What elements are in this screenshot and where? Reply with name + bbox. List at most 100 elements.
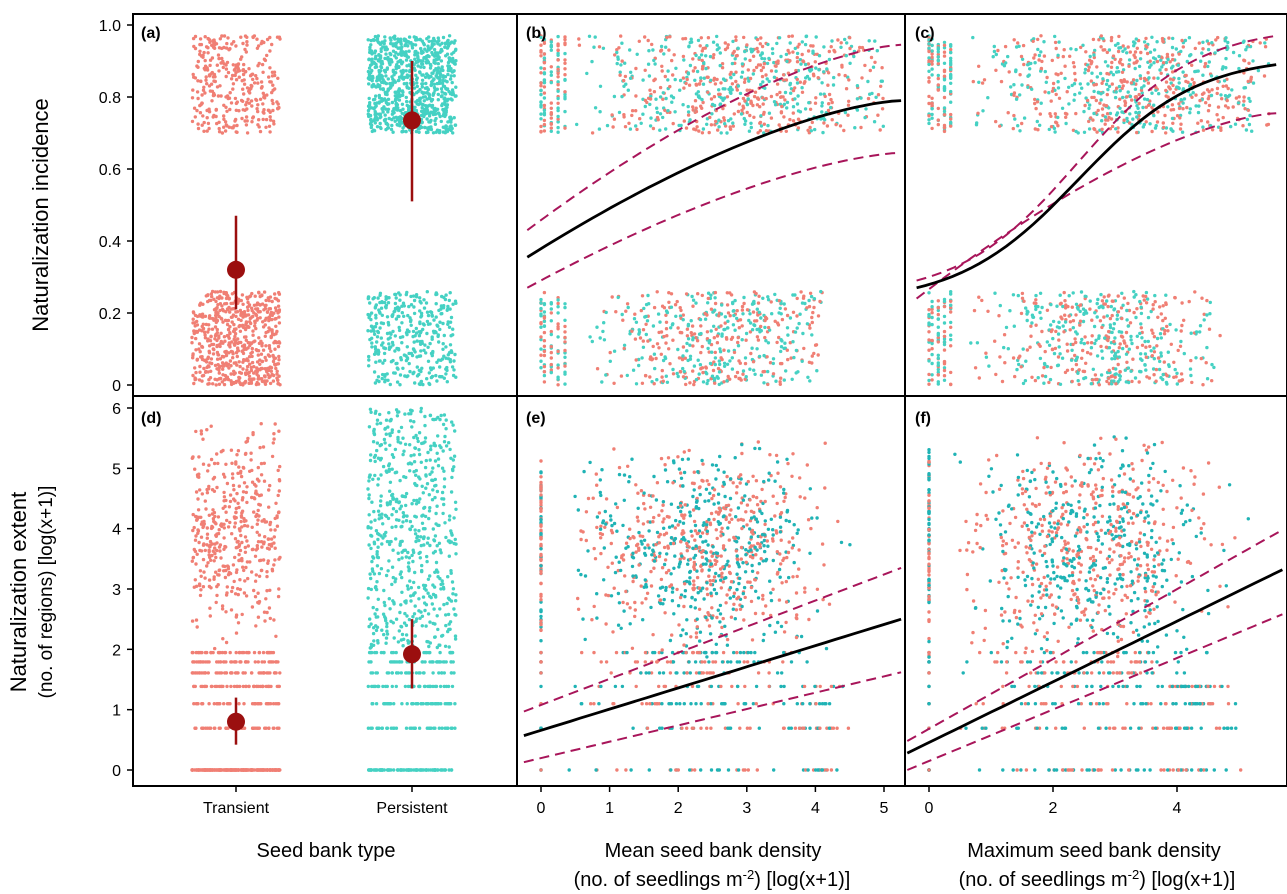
panel-points-b [539, 34, 885, 387]
data-point [394, 42, 398, 46]
data-point [1068, 328, 1072, 332]
data-point [748, 113, 752, 118]
data-point [795, 102, 800, 106]
data-point [385, 126, 390, 130]
data-point [634, 109, 638, 113]
data-point [244, 50, 248, 54]
data-point [791, 119, 796, 123]
data-point [718, 92, 722, 97]
data-point [236, 66, 240, 70]
data-point [681, 318, 685, 322]
data-point [1151, 367, 1156, 371]
data-point [223, 302, 227, 306]
data-point [622, 346, 626, 351]
data-point [788, 41, 792, 45]
data-point [623, 61, 627, 65]
data-point [415, 374, 420, 378]
data-point [237, 109, 241, 113]
data-point [681, 354, 685, 358]
data-point [388, 86, 392, 90]
data-point [878, 128, 882, 132]
data-point [237, 75, 241, 79]
data-point [760, 44, 765, 49]
data-point [271, 373, 276, 378]
data-point [1065, 112, 1069, 116]
data-point [942, 340, 947, 344]
data-point [1043, 69, 1048, 74]
data-point [752, 323, 756, 327]
data-point [442, 97, 446, 101]
data-point [415, 38, 419, 42]
data-point [256, 81, 260, 85]
data-point [200, 357, 205, 362]
data-point [1187, 299, 1191, 304]
data-point [817, 68, 821, 72]
data-point [949, 124, 953, 128]
data-point [539, 129, 543, 134]
data-point [228, 325, 232, 329]
data-point [612, 117, 617, 121]
data-point [431, 112, 436, 117]
data-point [239, 318, 243, 323]
data-point [225, 322, 230, 327]
data-point [378, 116, 382, 120]
data-point [231, 87, 235, 91]
data-point [383, 378, 387, 382]
data-point [706, 378, 710, 383]
data-point [443, 79, 447, 83]
data-point [1029, 61, 1033, 66]
data-point [251, 329, 255, 333]
data-point [217, 382, 222, 386]
data-point [1135, 345, 1140, 350]
data-point [880, 66, 884, 70]
data-point [655, 342, 660, 346]
data-point [1161, 318, 1165, 323]
data-point [435, 75, 439, 79]
data-point [539, 347, 543, 351]
data-point [402, 82, 406, 86]
data-point [396, 305, 400, 309]
data-point [949, 112, 953, 117]
data-point [450, 70, 455, 74]
data-point [1063, 370, 1068, 375]
data-point [705, 122, 709, 127]
data-point [202, 366, 206, 371]
data-point [766, 382, 770, 387]
data-point [220, 131, 225, 135]
data-point [634, 320, 639, 324]
data-point [206, 382, 210, 386]
data-point [432, 82, 437, 87]
data-point [1226, 86, 1230, 91]
data-point [808, 379, 812, 383]
data-point [1036, 376, 1040, 380]
data-point [232, 40, 236, 44]
data-point [1247, 122, 1252, 127]
data-point [412, 66, 416, 71]
data-point [927, 114, 931, 118]
data-point [678, 306, 682, 310]
data-point [802, 346, 806, 351]
data-point [740, 108, 744, 113]
data-point [1194, 356, 1198, 360]
data-point [542, 373, 547, 378]
data-point [720, 66, 725, 70]
data-point [942, 334, 947, 339]
data-point [267, 307, 271, 311]
data-point [881, 96, 885, 101]
data-point [1111, 73, 1116, 77]
data-point [756, 301, 761, 305]
data-point [383, 90, 387, 95]
data-point [1063, 76, 1067, 81]
data-point [728, 85, 733, 90]
data-point [691, 108, 695, 112]
data-point [206, 370, 210, 374]
data-point [1148, 344, 1152, 349]
data-point [1113, 375, 1117, 379]
data-point [1197, 41, 1202, 45]
data-point [863, 63, 867, 68]
data-point [773, 103, 778, 107]
data-point [732, 350, 737, 355]
data-point [542, 290, 547, 295]
data-point [243, 379, 248, 384]
data-point [373, 345, 377, 349]
